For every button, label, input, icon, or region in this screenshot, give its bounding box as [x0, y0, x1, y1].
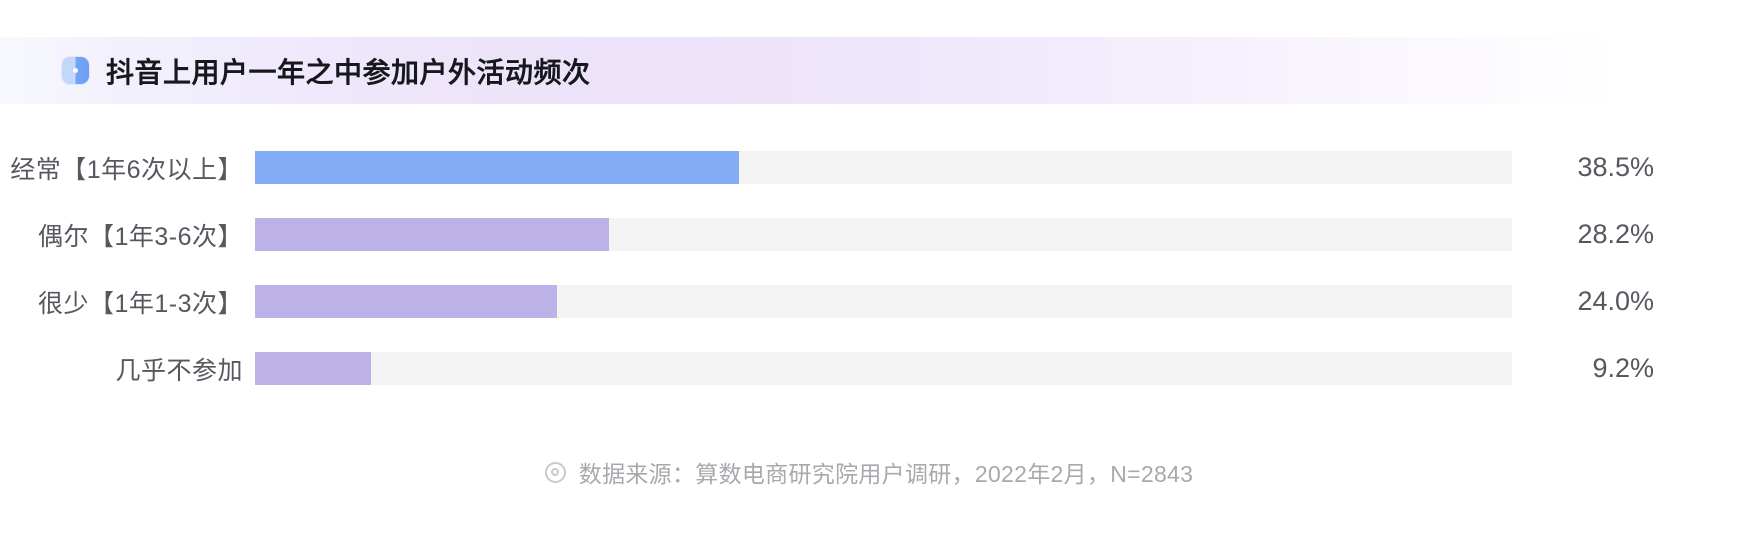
page-title: 抖音上用户一年之中参加户外活动频次	[106, 56, 591, 88]
bar-chart: 经常【1年6次以上】 38.5% 偶尔【1年3-6次】 28.2% 很少【1年1…	[0, 134, 1738, 402]
rounded-square-icon	[62, 57, 89, 84]
header-band	[0, 37, 1738, 104]
chart-row: 偶尔【1年3-6次】 28.2%	[0, 201, 1738, 268]
bar-track	[255, 285, 1512, 318]
category-label: 几乎不参加	[115, 356, 243, 385]
target-circle-icon	[544, 461, 566, 483]
bar-fill	[255, 218, 610, 251]
chart-row: 很少【1年1-3次】 24.0%	[0, 268, 1738, 335]
value-label: 28.2%	[1577, 219, 1654, 249]
value-label: 38.5%	[1577, 152, 1654, 182]
bar-fill	[255, 151, 739, 184]
value-label: 9.2%	[1592, 353, 1654, 383]
chart-row: 经常【1年6次以上】 38.5%	[0, 134, 1738, 201]
category-label: 很少【1年1-3次】	[37, 289, 243, 318]
value-label: 24.0%	[1577, 286, 1654, 316]
chart-header: 抖音上用户一年之中参加户外活动频次	[62, 37, 591, 104]
source-text: 数据来源：算数电商研究院用户调研，2022年2月，N=2843	[578, 461, 1194, 487]
bar-track	[255, 218, 1512, 251]
icon-center-dot	[73, 68, 78, 73]
bar-track	[255, 151, 1512, 184]
category-label: 偶尔【1年3-6次】	[37, 222, 243, 251]
source-footnote: 数据来源：算数电商研究院用户调研，2022年2月，N=2843	[0, 455, 1738, 489]
category-label: 经常【1年6次以上】	[10, 155, 243, 184]
bar-fill	[255, 352, 371, 385]
bar-track	[255, 352, 1512, 385]
chart-row: 几乎不参加 9.2%	[0, 335, 1738, 402]
bar-fill	[255, 285, 557, 318]
